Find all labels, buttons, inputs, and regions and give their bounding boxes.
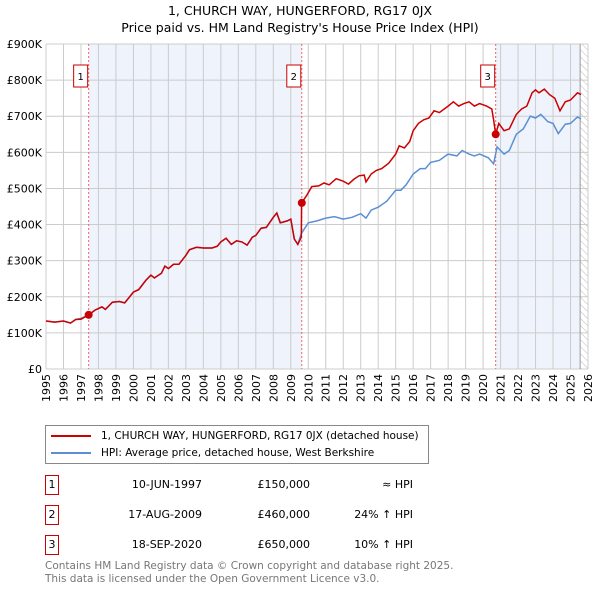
y-tick-label: £200K <box>7 291 43 304</box>
sale-label-box <box>73 64 89 88</box>
transaction-date: 18-SEP-2020 <box>131 538 202 551</box>
sale-label-box <box>480 64 496 88</box>
y-tick-label: £400K <box>7 219 43 232</box>
y-tick-label: £700K <box>7 110 43 123</box>
legend-item-hpi: HPI: Average price, detached house, West… <box>46 445 374 461</box>
transaction-number: 1 <box>45 475 59 495</box>
x-tick-label: 2007 <box>250 374 263 402</box>
sale-label: 3 <box>484 72 490 83</box>
x-tick-label: 2011 <box>320 374 333 402</box>
chart-title: 1, CHURCH WAY, HUNGERFORD, RG17 0JX <box>167 3 433 18</box>
sale-point <box>491 130 500 139</box>
shaded-period <box>88 44 302 369</box>
sale-point <box>297 198 306 207</box>
transaction-date: 10-JUN-1997 <box>131 478 202 491</box>
price-chart: 1995 1996 1997 1998 1999 2000 2001 2002 2003 2004… <box>7 38 595 402</box>
x-tick-label: 2001 <box>145 374 158 402</box>
x-tick-label: 2013 <box>355 374 368 402</box>
x-tick-label: 2015 <box>390 374 403 402</box>
transaction-number: 3 <box>45 535 59 555</box>
chart-subtitle: Price paid vs. HM Land Registry's House … <box>121 20 479 35</box>
transaction-price: £460,000 <box>257 508 311 521</box>
future-hatch <box>580 44 588 369</box>
y-tick-label: £100K <box>7 327 43 340</box>
legend-swatch <box>51 452 91 454</box>
x-tick-label: 1996 <box>57 374 70 402</box>
x-tick-label: 2019 <box>460 374 473 402</box>
x-tick-label: 2008 <box>267 374 280 402</box>
legend-label: HPI: Average price, detached house, West… <box>101 447 375 459</box>
x-tick-label: 1999 <box>110 374 123 402</box>
x-tick-label: 2006 <box>232 374 245 402</box>
shaded-period <box>495 44 581 369</box>
x-tick-label: 2010 <box>302 374 315 402</box>
footer-licence: This data is licensed under the Open Gov… <box>45 573 380 585</box>
x-tick-label: 2018 <box>442 374 455 402</box>
y-tick-label: £500K <box>7 182 43 195</box>
legend-swatch <box>51 435 91 437</box>
x-tick-label: 2004 <box>197 374 210 402</box>
x-tick-label: 2005 <box>215 374 228 402</box>
x-tick-label: 2022 <box>512 374 525 402</box>
y-tick-label: £600K <box>7 146 43 159</box>
x-tick-label: 2021 <box>495 374 508 402</box>
transaction-price: £650,000 <box>257 538 311 551</box>
x-tick-label: 2012 <box>337 374 350 402</box>
x-tick-label: 2014 <box>372 374 385 402</box>
sale-point <box>84 310 93 319</box>
transaction-row: 3 18-SEP-2020 £650,000 10% ↑ HPI <box>45 535 445 555</box>
sale-label: 2 <box>291 72 297 83</box>
x-tick-label: 2024 <box>547 374 560 402</box>
y-tick-label: £0 <box>28 363 42 376</box>
x-tick-label: 2000 <box>127 374 140 402</box>
transaction-hpi: ≈ HPI <box>382 478 413 491</box>
transaction-hpi: 10% ↑ HPI <box>354 538 413 551</box>
x-tick-label: 2026 <box>582 374 595 402</box>
x-tick-label: 1997 <box>75 374 88 402</box>
x-tick-label: 2002 <box>162 374 175 402</box>
transaction-price: £150,000 <box>257 478 311 491</box>
transaction-row: 2 17-AUG-2009 £460,000 24% ↑ HPI <box>45 505 445 525</box>
transaction-date: 17-AUG-2009 <box>128 508 202 521</box>
x-tick-label: 2020 <box>477 374 490 402</box>
transaction-number: 2 <box>45 505 59 525</box>
x-tick-label: 2025 <box>565 374 578 402</box>
footer-copyright: Contains HM Land Registry data © Crown c… <box>45 560 454 572</box>
y-tick-label: £300K <box>7 255 43 268</box>
y-tick-label: £900K <box>7 38 43 51</box>
legend-label: 1, CHURCH WAY, HUNGERFORD, RG17 0JX (det… <box>101 430 419 442</box>
x-tick-label: 1995 <box>40 374 53 402</box>
legend-item-property: 1, CHURCH WAY, HUNGERFORD, RG17 0JX (det… <box>46 428 419 444</box>
transaction-row: 1 10-JUN-1997 £150,000 ≈ HPI <box>45 475 445 495</box>
x-tick-label: 1998 <box>92 374 105 402</box>
x-tick-label: 2016 <box>407 374 420 402</box>
x-tick-label: 2023 <box>530 374 543 402</box>
x-tick-label: 2017 <box>425 374 438 402</box>
legend: 1, CHURCH WAY, HUNGERFORD, RG17 0JX (det… <box>45 425 429 464</box>
x-tick-label: 2009 <box>285 374 298 402</box>
sale-label: 1 <box>77 72 83 83</box>
sale-label-box <box>286 64 302 88</box>
transaction-hpi: 24% ↑ HPI <box>354 508 413 521</box>
x-tick-label: 2003 <box>180 374 193 402</box>
y-tick-label: £800K <box>7 74 43 87</box>
